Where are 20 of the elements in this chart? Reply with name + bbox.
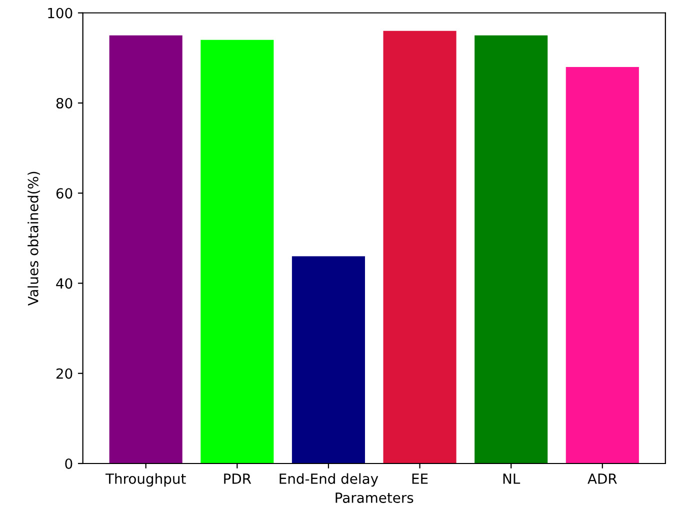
bar: [109, 35, 182, 464]
x-tick-label: ADR: [588, 474, 617, 484]
x-axis-title: Parameters: [336, 492, 414, 503]
y-tick-label: 80: [56, 98, 72, 108]
y-axis-title: Values obtained(%): [28, 172, 40, 306]
x-tick-label: Throughput: [105, 473, 186, 487]
bar: [292, 256, 365, 464]
y-tick-label: 100: [48, 8, 72, 18]
x-tick-label: EE: [412, 474, 428, 484]
x-tick-label: PDR: [224, 474, 252, 484]
x-tick-label: End-End delay: [280, 473, 378, 487]
bar: [383, 30, 456, 464]
bar: [474, 35, 548, 464]
bar: [566, 66, 639, 464]
y-tick-label: 40: [56, 278, 72, 289]
bar: [200, 40, 274, 464]
y-tick-label: 20: [56, 368, 72, 379]
y-tick-label: 60: [56, 188, 72, 199]
y-tick-label: 0: [65, 458, 72, 469]
x-tick-label: NL: [503, 474, 520, 484]
